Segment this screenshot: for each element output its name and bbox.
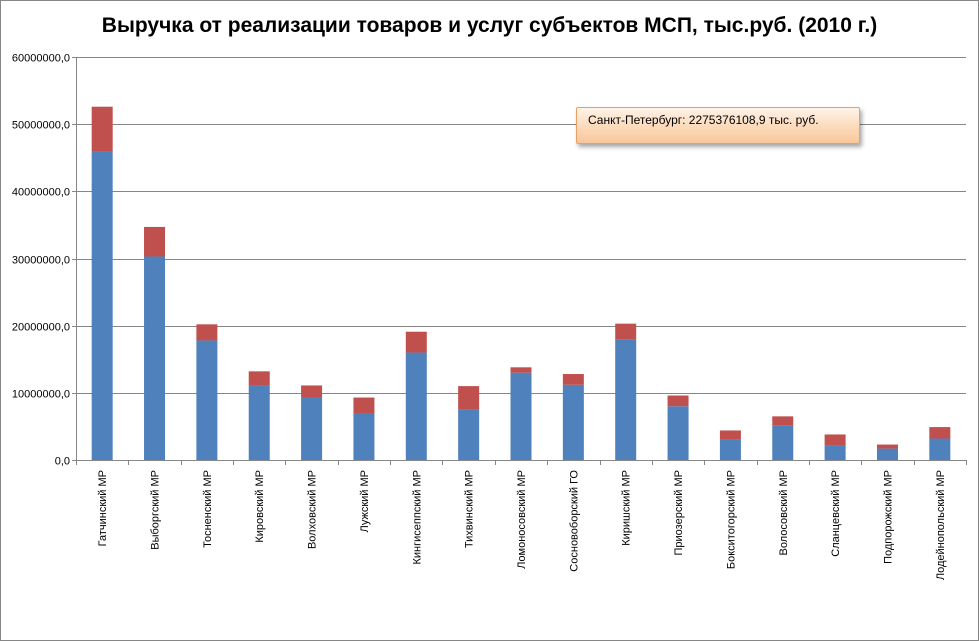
x-axis-category-labels: Гатчинский МР Выборгский МР Тосненский МР К… — [97, 470, 947, 581]
x-category-label: Киришский МР — [621, 470, 633, 546]
x-category-label: Гатчинский МР — [97, 470, 109, 546]
bar-segment-main — [719, 439, 741, 460]
bar-segment-top — [353, 397, 375, 413]
x-category-label: Лужский МР — [359, 470, 371, 532]
chart-title: Выручка от реализации товаров и услуг су… — [101, 14, 878, 37]
bar-segment-top — [144, 226, 166, 257]
bar-segment-main — [301, 397, 323, 460]
y-tick-label: 0,0 — [55, 456, 70, 468]
axes — [72, 57, 967, 465]
bar-segment-main — [405, 352, 427, 460]
bar-segment-top — [876, 444, 898, 449]
x-category-label: Тосненский МР — [202, 470, 214, 548]
y-tick-label: 50000000,0 — [12, 120, 70, 132]
y-tick-label: 40000000,0 — [12, 187, 70, 199]
x-category-label: Сосновоборский ГО — [568, 470, 580, 572]
x-category-label: Кингисеппский МР — [411, 470, 423, 564]
bar-segment-main — [144, 256, 166, 460]
x-category-label: Выборгский МР — [150, 470, 162, 550]
bar-segment-top — [91, 106, 113, 152]
gridlines — [76, 57, 966, 394]
bar-segment-main — [510, 372, 532, 460]
x-category-label: Сланцевский МР — [830, 470, 842, 557]
x-category-label: Волосовский МР — [778, 470, 790, 556]
bar-segment-top — [248, 371, 270, 386]
bar-segment-top — [562, 374, 584, 385]
y-tick-label: 60000000,0 — [12, 53, 70, 65]
bar-segment-main — [667, 406, 689, 460]
bar-segment-top — [458, 386, 480, 410]
bar-segment-top — [301, 385, 323, 398]
callout-annotation: Санкт-Петербург: 2275376108,9 тыс. руб. — [576, 107, 860, 144]
x-category-label: Приозерский МР — [673, 470, 685, 555]
x-category-label: Кировский МР — [254, 470, 266, 543]
bar-segment-top — [615, 323, 637, 340]
bar-segment-top — [196, 324, 218, 341]
x-category-label: Бокситогорский МР — [725, 470, 737, 569]
bar-segment-top — [824, 434, 846, 446]
bar-segment-main — [772, 425, 794, 460]
bar-segment-main — [562, 384, 584, 460]
bar-segment-top — [405, 331, 427, 353]
y-axis-tick-labels: 0,0 10000000,0 20000000,0 30000000,0 4000000… — [12, 53, 70, 468]
x-category-label: Лодейнопольский МР — [935, 470, 947, 580]
bar-segment-main — [929, 438, 951, 460]
bar-segment-top — [510, 367, 532, 373]
bar-segment-main — [353, 412, 375, 460]
x-category-label: Ломоносовский МР — [516, 470, 528, 569]
bar-segment-top — [719, 430, 741, 440]
bar-segment-main — [615, 339, 637, 460]
bar-segment-top — [667, 395, 689, 407]
x-category-label: Тихвинский МР — [464, 470, 476, 548]
y-tick-label: 30000000,0 — [12, 255, 70, 267]
bar-segment-main — [824, 445, 846, 460]
x-category-label: Волховский МР — [307, 470, 319, 549]
y-tick-label: 10000000,0 — [12, 389, 70, 401]
bars — [91, 106, 951, 461]
y-tick-label: 20000000,0 — [12, 322, 70, 334]
x-category-label: Подпорожский МР — [882, 470, 894, 564]
bar-segment-top — [929, 427, 951, 439]
bar-segment-main — [248, 385, 270, 460]
bar-segment-main — [876, 448, 898, 460]
bar-segment-top — [772, 416, 794, 426]
bar-segment-main — [196, 340, 218, 460]
bar-segment-main — [458, 409, 480, 460]
bar-segment-main — [91, 151, 113, 461]
